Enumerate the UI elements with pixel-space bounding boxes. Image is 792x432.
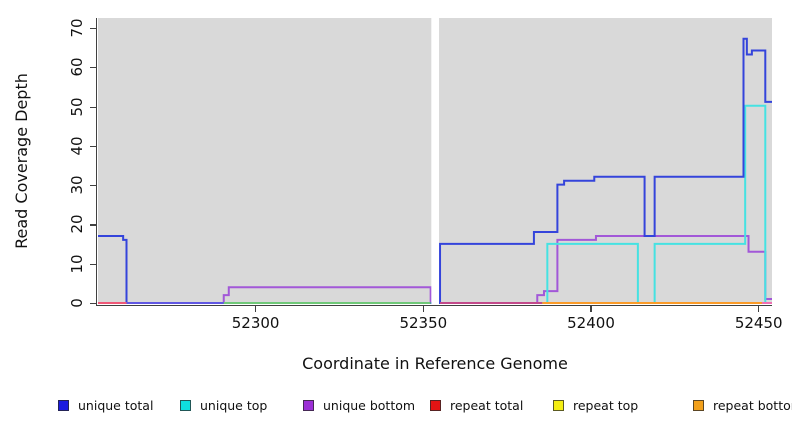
legend-swatch-unique-bottom [303,399,314,411]
y-tick [89,185,96,187]
x-tick [422,306,424,312]
y-tick-label: 30 [68,175,86,195]
y-tick-label: 20 [68,214,86,234]
y-tick-label: 10 [68,254,86,274]
legend: unique total unique top unique bottom re… [0,397,792,415]
legend-label: repeat top [573,397,639,413]
y-tick [89,67,96,69]
plot-area [98,18,772,304]
y-tick-label: 0 [68,298,86,308]
x-tick [255,306,257,312]
y-tick-label: 70 [68,18,86,38]
y-tick-label: 40 [68,136,86,156]
legend-swatch-unique-total [58,399,69,411]
x-tick-label: 52450 [734,314,783,332]
x-tick-label: 52400 [567,314,615,332]
legend-swatch-repeat-top [553,399,564,411]
legend-item-unique-bottom: unique bottom [303,397,415,413]
legend-item-repeat-total: repeat total [430,397,523,413]
y-tick-label: 60 [68,57,86,77]
legend-swatch-repeat-bottom [693,399,704,411]
y-axis-line [96,18,98,305]
y-axis-title: Read Coverage Depth [12,73,31,249]
legend-item-unique-top: unique top [180,397,267,413]
legend-label: unique bottom [323,397,416,413]
legend-item-repeat-bottom: repeat bottom [693,397,792,413]
x-axis-line [96,304,772,306]
x-tick-label: 52300 [231,314,280,332]
y-tick [89,145,96,148]
x-axis-title: Coordinate in Reference Genome [302,354,568,373]
legend-swatch-unique-top [180,399,191,411]
y-tick [89,27,96,30]
y-tick-label: 50 [68,96,86,117]
legend-label: repeat total [450,397,524,413]
x-tick-label: 52350 [399,314,448,332]
x-tick [590,306,592,312]
legend-item-unique-total: unique total [58,397,153,413]
legend-label: unique total [78,397,154,413]
legend-label: unique top [200,397,268,413]
legend-swatch-repeat-total [430,399,441,411]
legend-label: repeat bottom [713,397,792,413]
legend-item-repeat-top: repeat top [553,397,638,413]
y-tick [89,263,96,265]
x-tick [758,306,760,312]
y-tick [89,106,96,108]
y-tick [89,303,96,305]
y-tick [89,224,96,226]
